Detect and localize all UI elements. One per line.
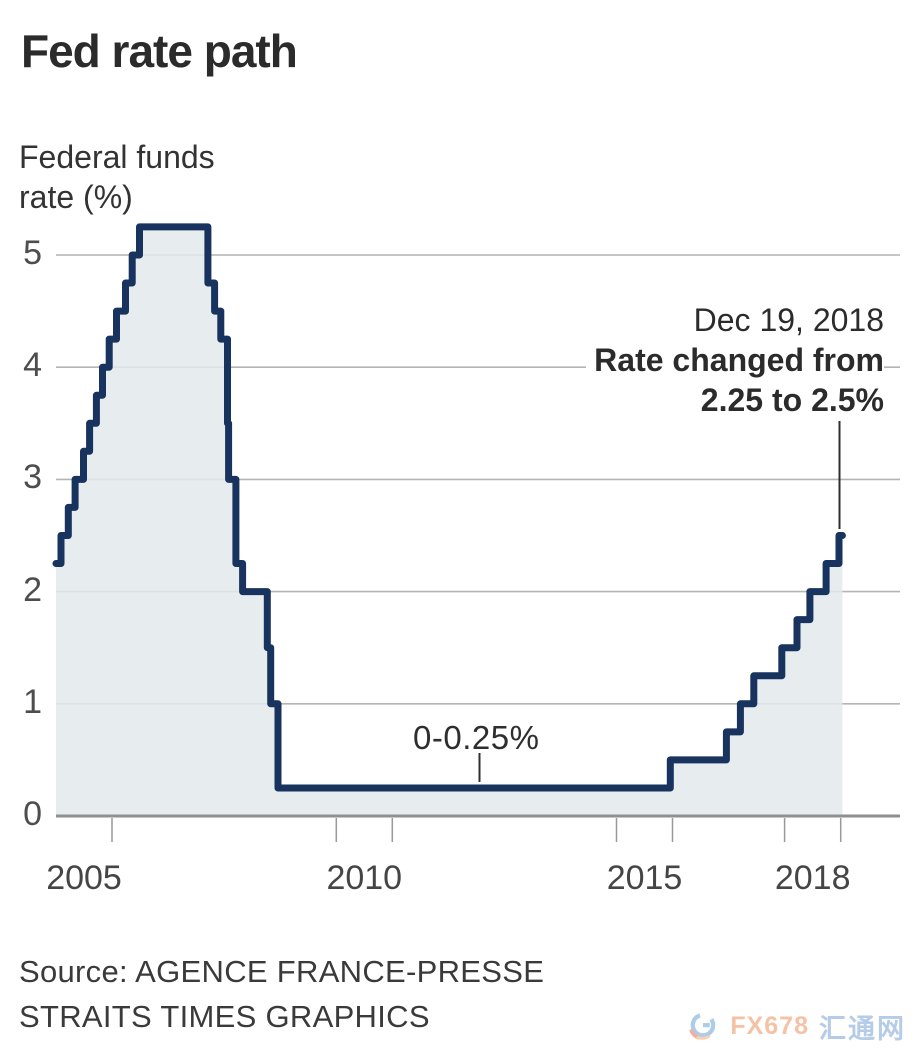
watermark-brand-cn: 汇通网 — [819, 1013, 906, 1044]
y-axis-label: 5 — [23, 234, 42, 272]
source-line1: Source: AGENCE FRANCE-PRESSE — [19, 954, 545, 989]
rate-line — [52, 223, 846, 792]
y-axis-label: 1 — [23, 682, 42, 721]
x-axis-label: 2010 — [326, 859, 403, 897]
x-axis-label: 2015 — [606, 859, 683, 897]
zero-rate-annotation: 0-0.25% — [413, 719, 540, 756]
rate-change-annotation: Dec 19, 2018 Rate changed from 2.25 to 2… — [586, 300, 884, 420]
source-line2: STRAITS TIMES GRAPHICS — [19, 999, 430, 1034]
x-axis-label: 2005 — [46, 859, 122, 897]
y-axis-label: 4 — [23, 346, 42, 385]
source-credit: Source: AGENCE FRANCE-PRESSE STRAITS TIM… — [19, 949, 544, 1039]
rate-change-text1: Rate changed from — [594, 342, 884, 378]
y-axis-title-line2: rate (%) — [19, 179, 133, 215]
page-title: Fed rate path — [21, 25, 298, 77]
watermark-brand: FX678 — [730, 1011, 809, 1040]
y-axis-label: 3 — [23, 458, 42, 497]
rate-change-text2: 2.25 to 2.5% — [700, 382, 884, 418]
y-axis-label: 0 — [23, 795, 42, 833]
rate-area-fill — [56, 226, 843, 816]
fx678-logo-icon — [689, 1012, 716, 1040]
y-axis-title-line1: Federal funds — [19, 139, 215, 175]
rate-change-date: Dec 19, 2018 — [693, 302, 884, 338]
y-axis-title: Federal funds rate (%) — [19, 137, 215, 217]
y-axis-label: 2 — [23, 570, 42, 609]
x-axis-label: 2018 — [774, 859, 851, 897]
watermark: FX678 汇通网 — [686, 1006, 906, 1046]
